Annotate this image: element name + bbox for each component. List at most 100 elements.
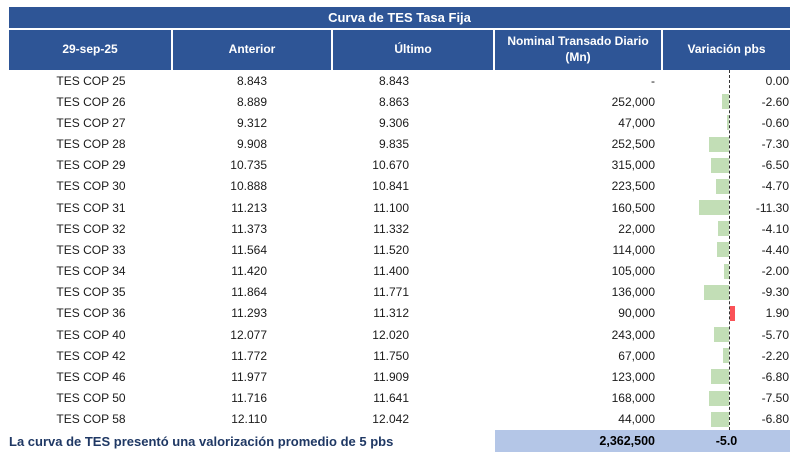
- nominal-value: 67,000: [618, 348, 655, 363]
- bond-label: TES COP 28: [56, 137, 126, 152]
- bond-label: TES COP 33: [56, 242, 126, 257]
- ultimo-value: 8.863: [378, 94, 409, 109]
- table-header: 29-sep-25 Anterior Último Nominal Transa…: [9, 30, 790, 70]
- table-row: TES COP 50 11.716 11.641 168,000 -7.50: [9, 388, 790, 409]
- ultimo-value: 11.332: [373, 221, 409, 236]
- bond-label: TES COP 50: [56, 391, 126, 406]
- table-row: TES COP 26 8.889 8.863 252,000 -2.60: [9, 91, 790, 112]
- table-row: TES COP 35 11.864 11.771 136,000 -9.30: [9, 282, 790, 303]
- anterior-value: 11.772: [231, 348, 267, 363]
- bond-label: TES COP 58: [56, 412, 126, 427]
- variacion-bar: [710, 411, 729, 427]
- variacion-value: -11.30: [755, 200, 789, 215]
- variacion-cell: -2.60: [663, 91, 790, 112]
- variacion-cell: -2.00: [663, 261, 790, 282]
- variacion-bar: [717, 242, 729, 258]
- bond-label: TES COP 40: [56, 327, 126, 342]
- variacion-bar: [721, 94, 729, 110]
- table-row: TES COP 33 11.564 11.520 114,000 -4.40: [9, 239, 790, 260]
- footer-avg-variacion: -5.0: [715, 434, 738, 448]
- anterior-value: 8.889: [236, 94, 267, 109]
- variacion-bar: [713, 327, 729, 343]
- variacion-cell: 0.00: [663, 70, 790, 91]
- table-title: Curva de TES Tasa Fija: [9, 7, 790, 28]
- table-row: TES COP 29 10.735 10.670 315,000 -6.50: [9, 155, 790, 176]
- variacion-value: -4.10: [761, 221, 789, 236]
- table-row: TES COP 31 11.213 11.100 160,500 -11.30: [9, 197, 790, 218]
- variacion-cell: -4.10: [663, 218, 790, 239]
- anterior-value: 11.373: [231, 221, 267, 236]
- variacion-value: -7.50: [761, 391, 789, 406]
- variacion-value: -6.80: [761, 369, 789, 384]
- variacion-bar: [698, 200, 729, 216]
- nominal-value: 243,000: [611, 327, 655, 342]
- header-cell-date: 29-sep-25: [9, 30, 171, 70]
- anterior-value: 12.110: [231, 412, 267, 427]
- ultimo-value: 11.400: [373, 264, 409, 279]
- nominal-value: 47,000: [618, 115, 655, 130]
- nominal-value: 315,000: [611, 158, 655, 173]
- nominal-value: 136,000: [611, 285, 655, 300]
- table-row: TES COP 25 8.843 8.843 - 0.00: [9, 70, 790, 91]
- variacion-bar: [723, 263, 729, 279]
- ultimo-value: 11.909: [373, 369, 409, 384]
- anterior-value: 11.564: [231, 242, 267, 257]
- nominal-value: 160,500: [611, 200, 655, 215]
- bond-label: TES COP 46: [56, 369, 126, 384]
- bond-label: TES COP 36: [56, 306, 126, 321]
- nominal-value: -: [651, 73, 655, 88]
- header-cell-variacion: Variación pbs: [663, 30, 790, 70]
- variacion-cell: -6.80: [663, 409, 790, 430]
- variacion-value: -6.50: [761, 158, 789, 173]
- nominal-value: 252,500: [611, 137, 655, 152]
- anterior-value: 8.843: [236, 73, 267, 88]
- header-cell-anterior: Anterior: [173, 30, 331, 70]
- anterior-value: 11.977: [231, 369, 267, 384]
- table-row: TES COP 27 9.312 9.306 47,000 -0.60: [9, 112, 790, 133]
- variacion-cell: -0.60: [663, 112, 790, 133]
- bond-label: TES COP 30: [56, 179, 126, 194]
- anterior-value: 11.716: [231, 391, 267, 406]
- variacion-value: -4.40: [761, 242, 789, 257]
- variacion-value: -4.70: [761, 179, 789, 194]
- footer-total-nominal: 2,362,500: [599, 434, 655, 448]
- ultimo-value: 8.843: [378, 73, 409, 88]
- ultimo-value: 11.771: [373, 285, 409, 300]
- bond-label: TES COP 35: [56, 285, 126, 300]
- ultimo-value: 10.670: [372, 158, 409, 173]
- nominal-value: 90,000: [618, 306, 655, 321]
- variacion-bar: [723, 348, 729, 364]
- variacion-bar: [716, 178, 729, 194]
- anterior-value: 10.735: [230, 158, 267, 173]
- variacion-bar: [711, 157, 729, 173]
- nominal-value: 223,500: [611, 179, 655, 194]
- bond-label: TES COP 25: [56, 73, 126, 88]
- anterior-value: 12.077: [230, 327, 267, 342]
- variacion-value: 1.90: [765, 306, 789, 321]
- variacion-cell: -9.30: [663, 282, 790, 303]
- ultimo-value: 9.306: [378, 115, 409, 130]
- ultimo-value: 11.641: [373, 391, 409, 406]
- ultimo-value: 11.312: [373, 306, 409, 321]
- ultimo-value: 11.520: [373, 242, 409, 257]
- anterior-value: 11.213: [231, 200, 267, 215]
- variacion-value: -2.20: [761, 348, 789, 363]
- nominal-value: 114,000: [612, 242, 656, 257]
- variacion-bar: [727, 115, 729, 131]
- variacion-cell: -4.70: [663, 176, 790, 197]
- variacion-cell: -5.70: [663, 324, 790, 345]
- nominal-value: 22,000: [618, 221, 655, 236]
- variacion-value: 0.00: [765, 73, 789, 88]
- nominal-value: 123,000: [611, 369, 655, 384]
- header-cell-nominal: Nominal Transado Diario (Mn): [495, 30, 661, 70]
- ultimo-value: 12.042: [372, 412, 409, 427]
- bond-label: TES COP 42: [56, 348, 126, 363]
- nominal-value: 168,000: [611, 391, 655, 406]
- variacion-zero-axis-line: [729, 70, 730, 430]
- variacion-bar: [709, 136, 729, 152]
- header-cell-ultimo: Último: [333, 30, 493, 70]
- variacion-value: -6.80: [761, 412, 789, 427]
- footer-note: La curva de TES presentó una valorizació…: [9, 433, 394, 449]
- table-row: TES COP 36 11.293 11.312 90,000 1.90: [9, 303, 790, 324]
- ultimo-value: 11.750: [373, 348, 409, 363]
